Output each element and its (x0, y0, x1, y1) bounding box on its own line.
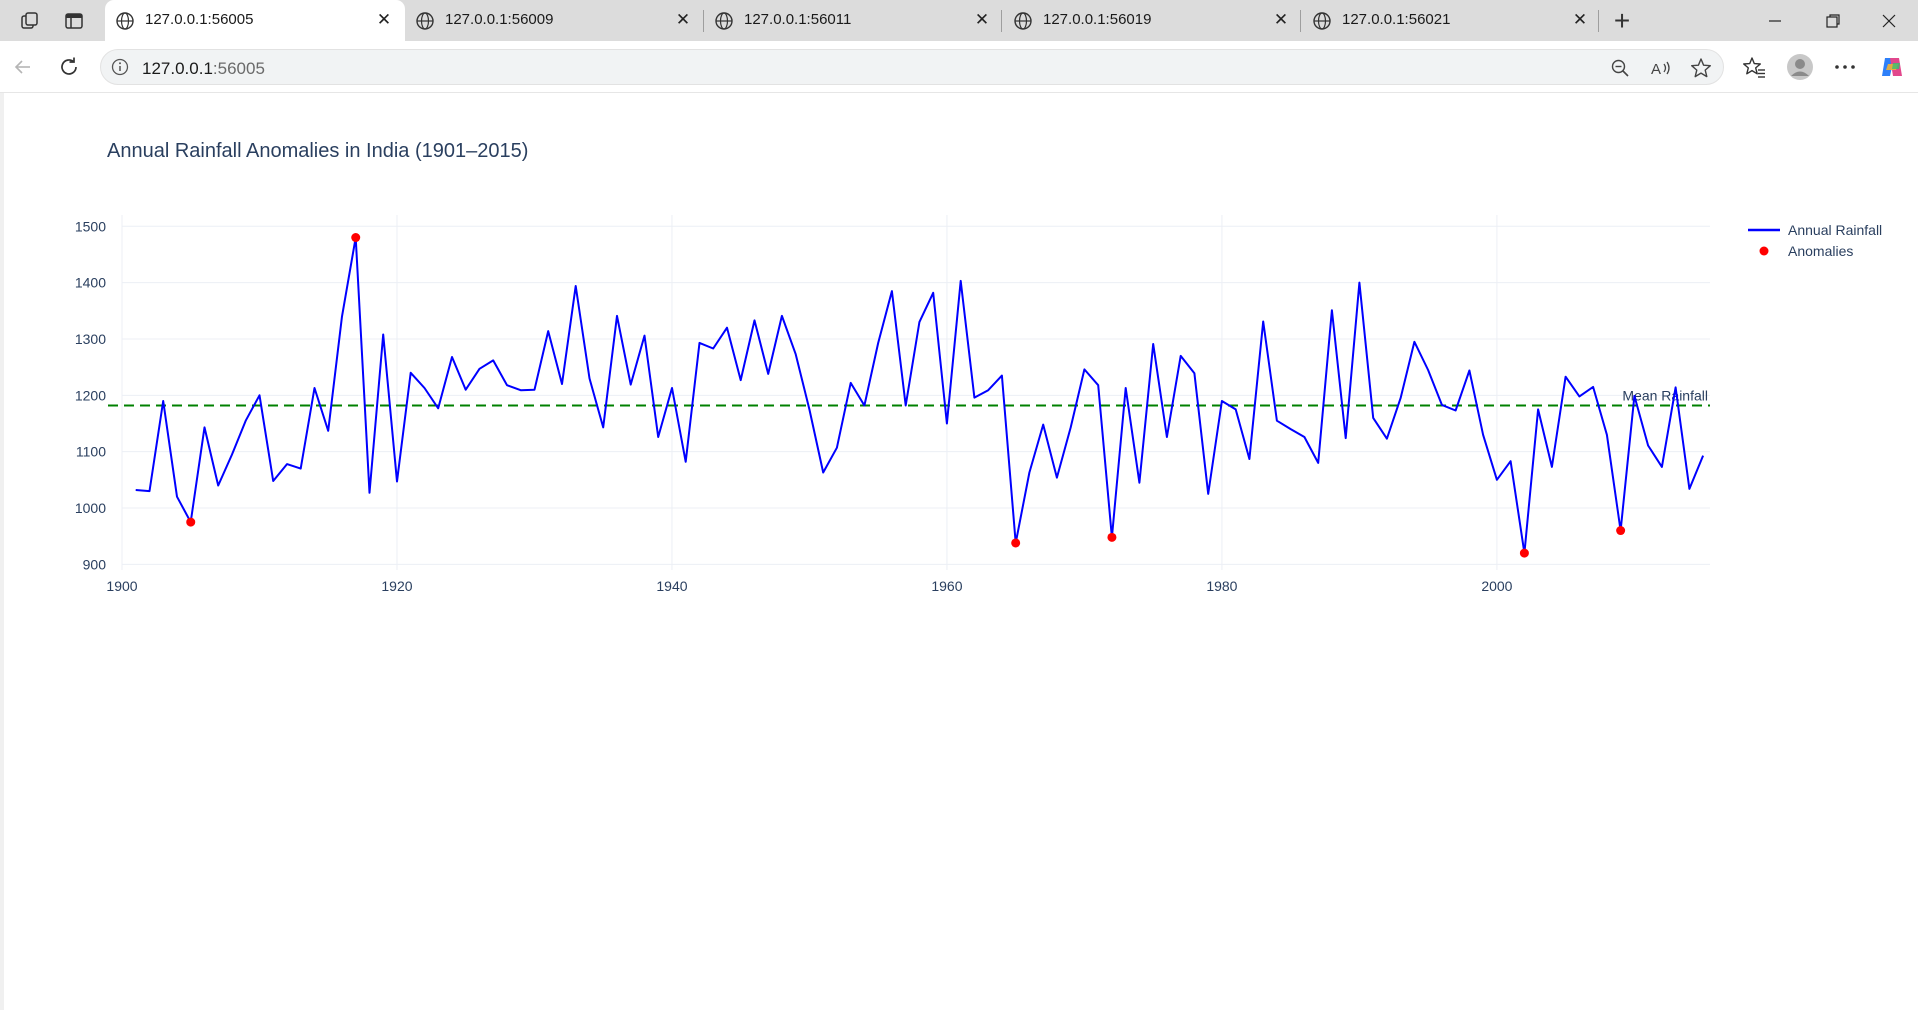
x-tick-label: 2000 (1481, 578, 1512, 594)
minimize-icon[interactable] (1760, 8, 1790, 34)
read-aloud-icon[interactable]: A (1650, 57, 1672, 79)
y-tick-label: 1200 (75, 387, 106, 403)
globe-icon (714, 11, 734, 35)
chart-title: Annual Rainfall Anomalies in India (1901… (107, 140, 528, 162)
anomaly-point[interactable] (351, 233, 361, 243)
copilot-icon[interactable] (1878, 53, 1906, 81)
zoom-out-icon[interactable] (1609, 57, 1631, 79)
tab-127-0-0-1-56019[interactable]: 127.0.0.1:56019 ✕ (1003, 0, 1298, 41)
x-tick-label: 1920 (381, 578, 412, 594)
y-tick-label: 1300 (75, 331, 106, 347)
legend-label-anomalies[interactable]: Anomalies (1788, 243, 1853, 259)
restore-icon[interactable] (1818, 8, 1848, 34)
y-tick-label: 1100 (76, 444, 106, 460)
close-icon[interactable]: ✕ (376, 10, 392, 29)
x-tick-label: 1960 (931, 578, 962, 594)
chart-grid (121, 215, 1710, 570)
rainfall-chart: Annual Rainfall Anomalies in India (1901… (75, 140, 1882, 594)
tab-separator (1598, 10, 1599, 32)
address-bar[interactable]: 127.0.0.1:56005 A (100, 49, 1724, 85)
y-tick-label: 900 (83, 556, 107, 572)
page-content: Annual Rainfall Anomalies in India (1901… (0, 93, 1918, 1010)
star-icon[interactable] (1690, 57, 1712, 79)
plus-icon[interactable]: + (1613, 5, 1631, 36)
globe-icon (1312, 11, 1332, 35)
globe-icon (1013, 11, 1033, 35)
anomaly-points (186, 233, 1626, 558)
close-icon[interactable]: ✕ (1273, 10, 1289, 29)
tab-separator (1300, 10, 1301, 32)
svg-text:A: A (1651, 61, 1661, 78)
close-icon[interactable]: ✕ (1572, 10, 1588, 29)
y-tick-label: 1000 (75, 500, 106, 516)
anomaly-point[interactable] (1011, 538, 1021, 548)
anomaly-point[interactable] (1519, 548, 1529, 558)
globe-icon (115, 11, 135, 35)
close-icon[interactable]: ✕ (675, 10, 691, 29)
tab-title: 127.0.0.1:56011 (744, 11, 852, 28)
y-tick-label: 1500 (75, 218, 106, 234)
tab-strip: 127.0.0.1:56005 ✕ 127.0.0.1:56009 ✕ 127.… (0, 0, 1918, 41)
globe-icon (415, 11, 435, 35)
tab-title: 127.0.0.1:56021 (1342, 11, 1451, 28)
back-arrow-icon[interactable] (9, 53, 37, 81)
info-icon[interactable] (111, 58, 129, 81)
tab-separator (703, 10, 704, 32)
annual-rainfall-line (135, 236, 1705, 555)
anomaly-point[interactable] (1616, 526, 1626, 536)
more-icon[interactable] (1831, 53, 1859, 81)
tab-title: 127.0.0.1:56019 (1043, 11, 1152, 28)
address-url[interactable]: 127.0.0.1:56005 (142, 59, 265, 79)
chart-series (135, 233, 1705, 558)
x-tick-label: 1980 (1206, 578, 1237, 594)
mean-rainfall-label: Mean Rainfall (1622, 387, 1708, 403)
profile-icon[interactable] (1785, 52, 1815, 82)
close-window-icon[interactable] (1874, 8, 1904, 34)
url-port: :56005 (212, 59, 265, 78)
tab-title: 127.0.0.1:56005 (145, 11, 254, 28)
y-tick-label: 1400 (75, 275, 106, 291)
tab-actions-icon[interactable] (61, 8, 87, 34)
tab-127-0-0-1-56011[interactable]: 127.0.0.1:56011 ✕ (704, 0, 999, 41)
tab-127-0-0-1-56009[interactable]: 127.0.0.1:56009 ✕ (405, 0, 700, 41)
tab-separator (1001, 10, 1002, 32)
anomaly-point[interactable] (186, 517, 196, 527)
chart-axes: 900 1000 1100 1200 1300 1400 1500 1900 1920 1940 1… (75, 218, 1513, 594)
tab-127-0-0-1-56021[interactable]: 127.0.0.1:56021 ✕ (1302, 0, 1597, 41)
x-tick-label: 1940 (656, 578, 687, 594)
favorites-icon[interactable] (1740, 53, 1768, 81)
url-host: 127.0.0.1 (142, 59, 213, 78)
tab-title: 127.0.0.1:56009 (445, 11, 554, 28)
workspaces-icon[interactable] (17, 8, 43, 34)
anomaly-point[interactable] (1107, 532, 1117, 542)
tab-127-0-0-1-56005[interactable]: 127.0.0.1:56005 ✕ (105, 0, 405, 41)
close-icon[interactable]: ✕ (974, 10, 990, 29)
legend-dot-swatch (1759, 246, 1769, 256)
x-tick-label: 1900 (106, 578, 137, 594)
browser-toolbar: 127.0.0.1:56005 A (0, 41, 1918, 93)
refresh-icon[interactable] (55, 53, 83, 81)
chart-legend: Annual Rainfall Anomalies (1748, 222, 1882, 259)
legend-label-annual-rainfall[interactable]: Annual Rainfall (1788, 222, 1882, 238)
